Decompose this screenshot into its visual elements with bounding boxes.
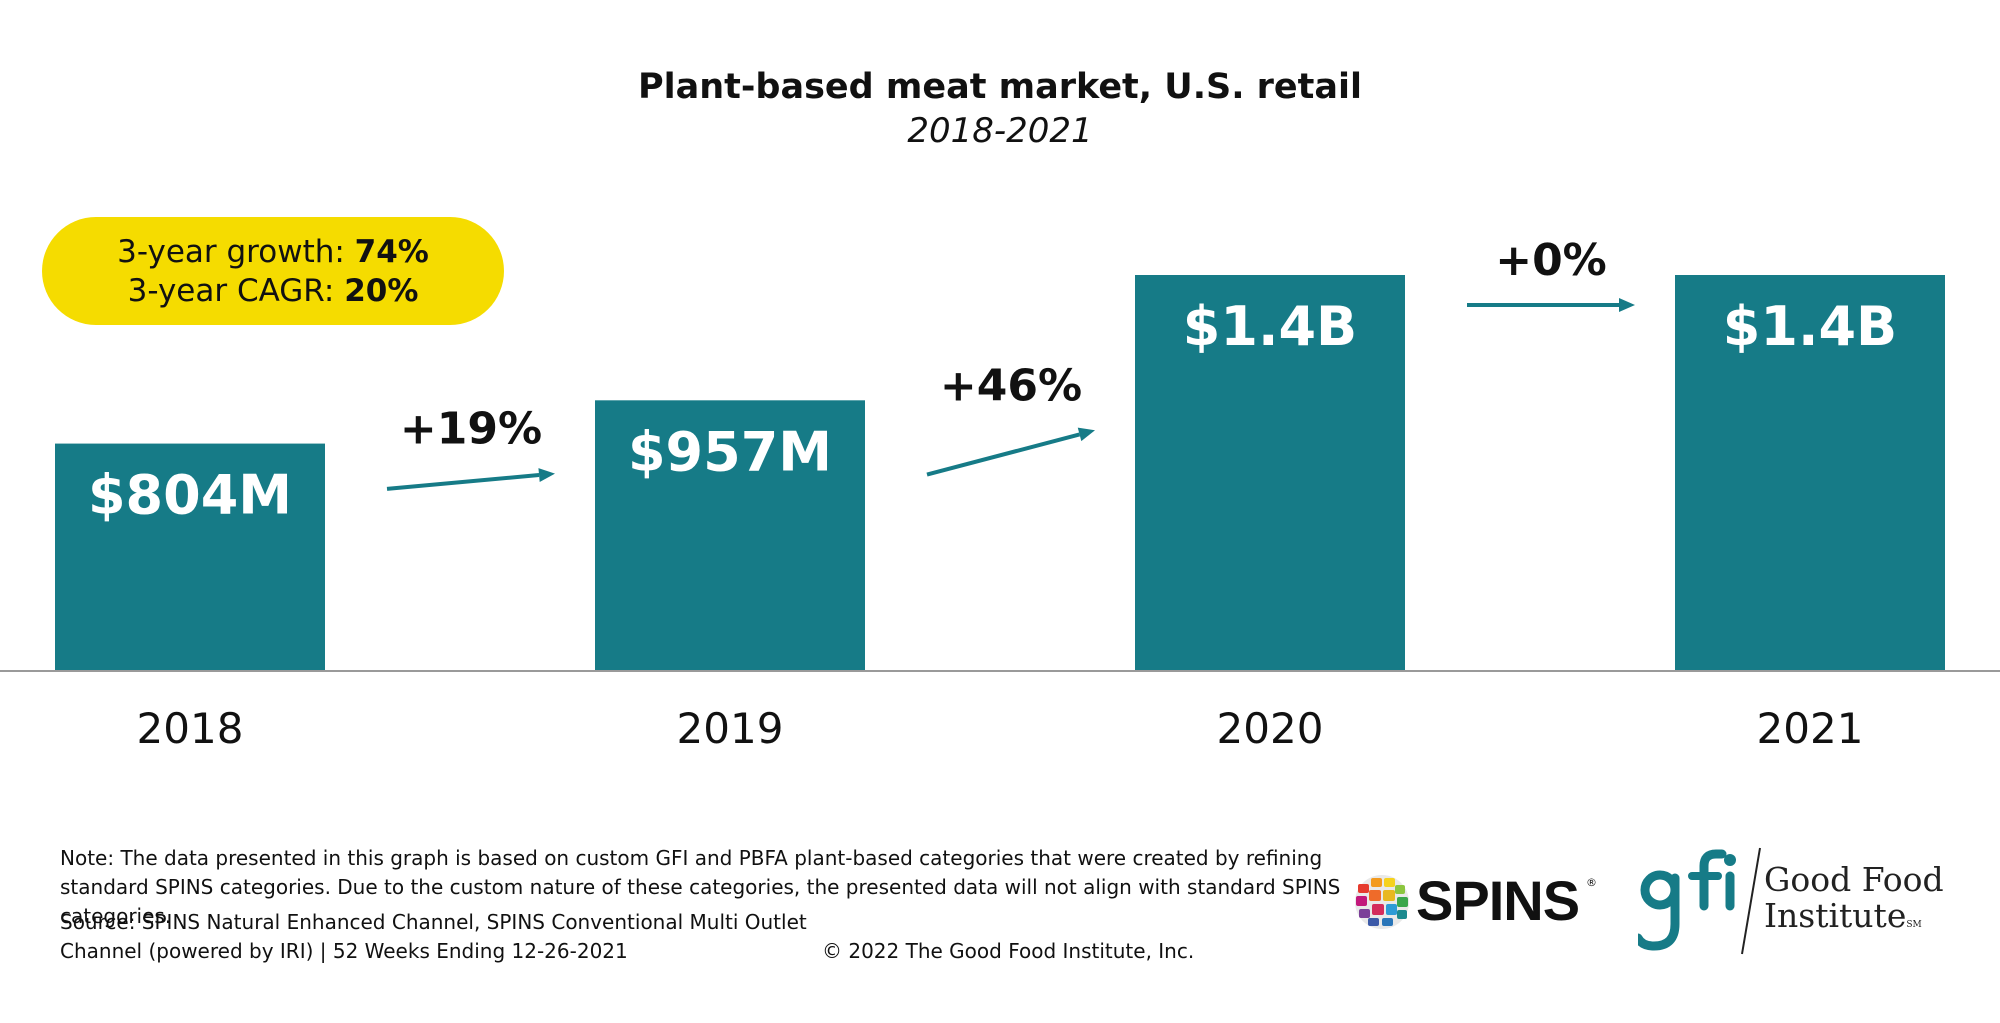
x-tick-label-2019: 2019 <box>677 704 784 753</box>
bars: $804M $957M $1.4B $1.4B <box>55 275 1945 671</box>
x-axis-labels: 2018 2019 2020 2021 <box>137 704 1864 753</box>
gfi-name: Good Food InstituteSM <box>1764 862 1944 943</box>
change-arrow-shaft <box>926 432 1081 477</box>
bar-2018 <box>55 443 325 671</box>
badge-growth-label: 3-year growth: <box>117 234 355 270</box>
bar-2019 <box>595 400 865 671</box>
x-tick-label-2020: 2020 <box>1217 704 1324 753</box>
change-arrow-head <box>1619 298 1635 312</box>
bar-2020 <box>1135 275 1405 671</box>
change-label-3: +0% <box>1495 235 1607 286</box>
bar-value-label-2021: $1.4B <box>1723 295 1897 358</box>
footnote-copyright: © 2022 The Good Food Institute, Inc. <box>822 939 1195 963</box>
change-arrow-head <box>538 468 555 483</box>
gfi-logo: Good Food InstituteSM <box>1638 846 1958 956</box>
change-label-2: +46% <box>940 360 1082 411</box>
change-label-1: +19% <box>400 404 542 455</box>
gfi-name-line2-text: Institute <box>1764 896 1907 935</box>
gfi-divider <box>1741 847 1761 955</box>
change-arrow-2 <box>926 427 1095 477</box>
x-tick-label-2021: 2021 <box>1757 704 1864 753</box>
growth-badge: 3-year growth: 74% 3-year CAGR: 20% <box>42 217 504 325</box>
footnote-source: Source: SPINS Natural Enhanced Channel, … <box>60 910 807 963</box>
spins-wordmark: SPINS <box>1416 869 1580 932</box>
chart-title: Plant-based meat market, U.S. retail <box>638 67 1362 107</box>
spins-globe-icon <box>1355 875 1409 929</box>
change-arrow-shaft <box>386 473 540 491</box>
bar-value-label-2020: $1.4B <box>1183 295 1357 358</box>
change-arrow-3 <box>1467 298 1635 312</box>
bar-value-label-2018: $804M <box>88 464 292 527</box>
change-arrows: +19% +46% +0% <box>386 235 1635 491</box>
chart-subtitle: 2018-2021 <box>907 111 1092 151</box>
gfi-name-line2: InstituteSM <box>1764 898 1944 943</box>
badge-cagr-value: 20% <box>344 273 418 309</box>
x-tick-label-2018: 2018 <box>137 704 244 753</box>
change-arrow-head <box>1077 427 1095 442</box>
spins-logo: SPINS ® <box>1350 866 1610 936</box>
badge-growth-line: 3-year growth: 74% <box>117 234 429 270</box>
bar-value-label-2019: $957M <box>628 420 832 483</box>
gfi-name-line1: Good Food <box>1764 860 1944 899</box>
gfi-service-mark: SM <box>1906 920 1922 930</box>
spins-registered-mark: ® <box>1586 876 1597 889</box>
badge-cagr-label: 3-year CAGR: <box>128 273 345 309</box>
badge-cagr-line: 3-year CAGR: 20% <box>128 273 419 309</box>
badge-background <box>42 217 504 325</box>
bar-2021 <box>1675 275 1945 671</box>
change-arrow-1 <box>386 468 555 491</box>
badge-growth-value: 74% <box>355 234 429 270</box>
footnote-note: Note: The data presented in this graph i… <box>60 846 1341 928</box>
gfi-mark-icon <box>1638 849 1736 951</box>
